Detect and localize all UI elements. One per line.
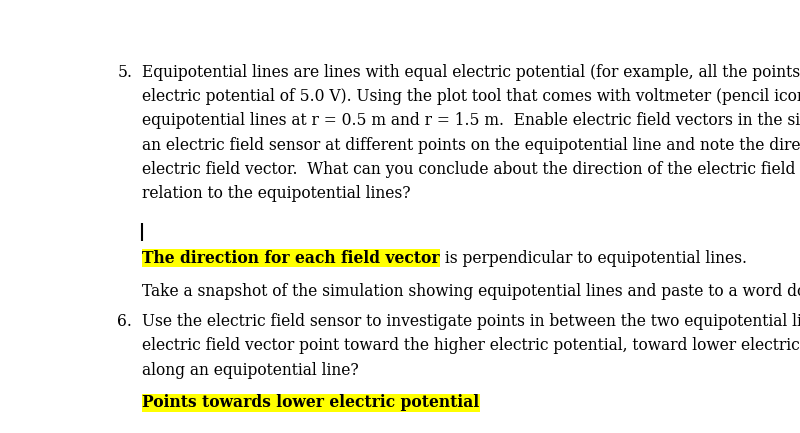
Text: 6.: 6.	[118, 313, 132, 330]
Text: The direction for each field vector: The direction for each field vector	[142, 250, 440, 267]
Text: electric potential of 5.0 V). Using the plot tool that comes with voltmeter (pen: electric potential of 5.0 V). Using the …	[142, 88, 800, 105]
Text: Equipotential lines are lines with equal electric potential (for example, all th: Equipotential lines are lines with equal…	[142, 64, 800, 81]
Text: equipotential lines at r = 0.5 m and r = 1.5 m.  Enable electric field vectors i: equipotential lines at r = 0.5 m and r =…	[142, 112, 800, 129]
Text: is perpendicular to equipotential lines.: is perpendicular to equipotential lines.	[440, 250, 746, 267]
Text: 5.: 5.	[118, 64, 132, 81]
Text: Take a snapshot of the simulation showing equipotential lines and paste to a wor: Take a snapshot of the simulation showin…	[142, 283, 800, 300]
Text: electric field vector.  What can you conclude about the direction of the electri: electric field vector. What can you conc…	[142, 161, 800, 178]
Text: electric field vector point toward the higher electric potential, toward lower e: electric field vector point toward the h…	[142, 337, 800, 354]
Text: along an equipotential line?: along an equipotential line?	[142, 362, 359, 379]
Text: an electric field sensor at different points on the equipotential line and note : an electric field sensor at different po…	[142, 137, 800, 154]
Text: Use the electric field sensor to investigate points in between the two equipoten: Use the electric field sensor to investi…	[142, 313, 800, 330]
Text: relation to the equipotential lines?: relation to the equipotential lines?	[142, 185, 410, 202]
Text: Points towards lower electric potential: Points towards lower electric potential	[142, 394, 479, 411]
